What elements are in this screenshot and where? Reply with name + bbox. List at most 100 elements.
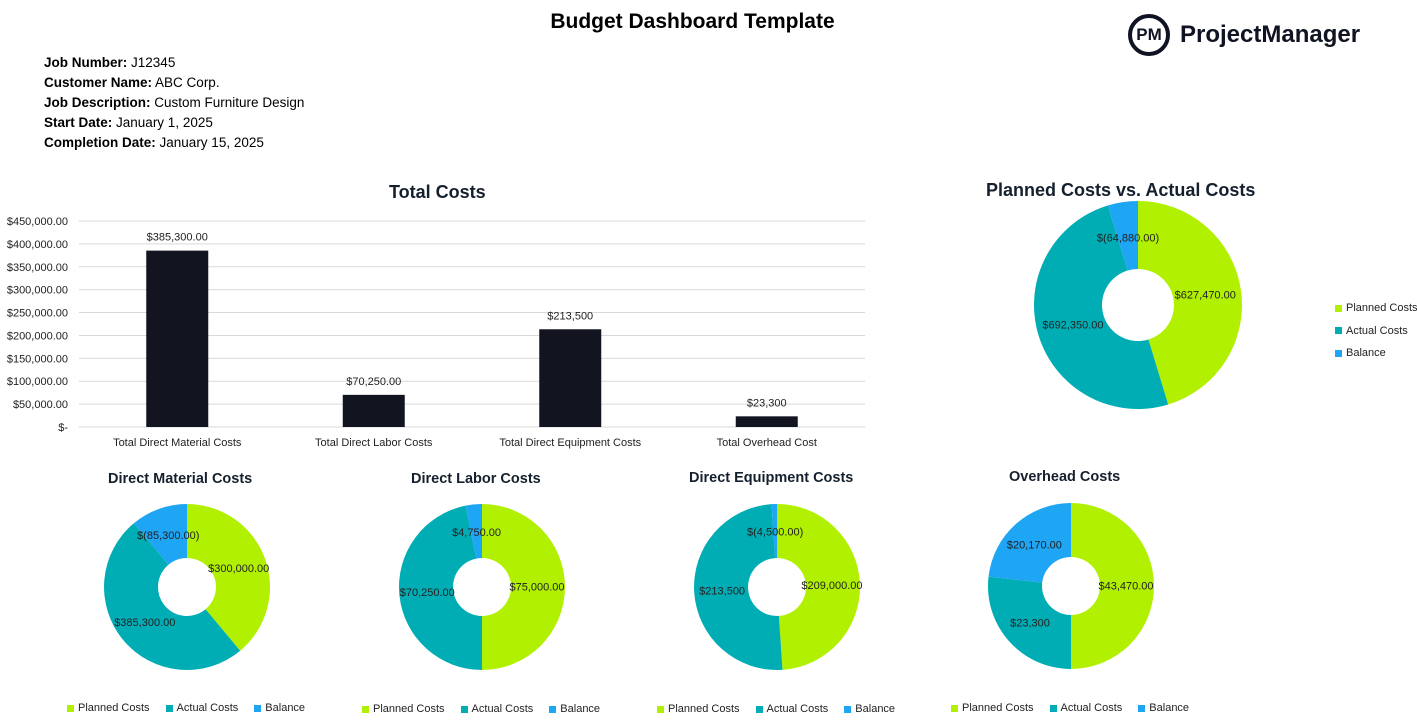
direct-material-chart: $300,000.00 $385,300.00 $(85,300.00)	[104, 504, 270, 670]
planned-vs-actual-title: Planned Costs vs. Actual Costs	[986, 180, 1256, 200]
legend-swatch-actual	[1049, 704, 1057, 712]
slice-value-label: $20,170.00	[1007, 540, 1062, 552]
direct-labor-legend: Planned Costs Actual Costs Balance	[362, 703, 616, 715]
donut-slice-balance	[988, 503, 1071, 583]
legend-swatch-planned	[67, 704, 74, 712]
y-tick-label: $-	[58, 422, 68, 434]
slice-value-label: $23,300	[1010, 617, 1050, 629]
donut-slice-balance	[1107, 201, 1138, 271]
legend-balance: Balance	[254, 702, 305, 714]
donut-slice-planned	[1071, 503, 1154, 669]
legend-swatch-actual	[755, 705, 763, 713]
legend-planned: Planned Costs	[657, 703, 740, 715]
legend-swatch-balance	[1138, 704, 1146, 712]
y-tick-label: $400,000.00	[7, 239, 68, 251]
legend-actual-label: Actual Costs	[471, 703, 534, 715]
job-description-label: Job Description:	[44, 95, 151, 110]
legend-swatch-actual	[1335, 327, 1342, 335]
direct-material-title: Direct Material Costs	[108, 471, 253, 487]
slice-value-label: $70,250.00	[400, 587, 455, 599]
customer-name-row: Customer Name: ABC Corp.	[44, 73, 304, 93]
donut-slice-actual	[1034, 205, 1169, 409]
legend-planned-label: Planned Costs	[373, 703, 445, 715]
donut-slice-actual	[988, 576, 1071, 669]
bar	[735, 416, 798, 427]
job-info: Job Number: J12345 Customer Name: ABC Co…	[44, 53, 304, 153]
donut-slice-planned	[1138, 201, 1242, 405]
slice-value-label: $(85,300.00)	[137, 530, 199, 542]
completion-date-label: Completion Date:	[44, 135, 156, 150]
x-tick-label: Total Direct Labor Costs	[315, 437, 433, 449]
bar	[342, 394, 405, 427]
legend-planned: Planned Costs	[1335, 297, 1417, 320]
total-costs-chart: $- $50,000.00 $100,000.00 $150,000.00 $200,0…	[7, 216, 865, 449]
donut-slice-balance	[465, 504, 482, 559]
start-date-value: January 1, 2025	[116, 115, 213, 130]
overhead-legend: Planned Costs Actual Costs Balance	[951, 702, 1205, 714]
legend-actual: Actual Costs	[755, 703, 829, 715]
slice-value-label: $(64,880.00)	[1097, 232, 1159, 244]
y-tick-label: $250,000.00	[7, 308, 68, 320]
x-tick-label: Total Direct Material Costs	[113, 437, 242, 449]
page-title: Budget Dashboard Template	[550, 10, 835, 33]
legend-swatch-actual	[460, 705, 468, 713]
y-tick-label: $300,000.00	[7, 285, 68, 297]
legend-actual: Actual Costs	[460, 703, 534, 715]
legend-actual-label: Actual Costs	[766, 703, 829, 715]
legend-balance-label: Balance	[1149, 702, 1190, 714]
customer-name-value: ABC Corp.	[155, 75, 220, 90]
start-date-row: Start Date: January 1, 2025	[44, 113, 304, 133]
legend-balance: Balance	[844, 703, 895, 715]
slice-value-label: $43,470.00	[1098, 581, 1153, 593]
legend-planned-label: Planned Costs	[78, 702, 150, 714]
direct-equipment-chart: $209,000.00 $213,500 $(4,500.00)	[694, 504, 863, 670]
legend-swatch-planned	[657, 705, 664, 713]
legend-swatch-balance	[254, 704, 262, 712]
legend-actual-label: Actual Costs	[1060, 702, 1123, 714]
legend-swatch-planned	[1335, 304, 1342, 312]
planned-vs-actual-chart: $627,470.00 $692,350.00 $(64,880.00)	[1034, 201, 1242, 409]
y-tick-label: $100,000.00	[7, 376, 68, 388]
legend-planned: Planned Costs	[951, 702, 1034, 714]
brand-name: ProjectManager	[1180, 21, 1361, 48]
legend-balance-label: Balance	[855, 703, 896, 715]
legend-actual: Actual Costs	[165, 702, 239, 714]
job-description-row: Job Description: Custom Furniture Design	[44, 93, 304, 113]
direct-labor-title: Direct Labor Costs	[411, 471, 541, 487]
planned-vs-actual-legend: Planned Costs Actual Costs Balance	[1335, 297, 1417, 365]
bar	[146, 250, 209, 427]
direct-labor-chart: $75,000.00 $70,250.00 $4,750.00	[398, 504, 565, 670]
legend-planned-label: Planned Costs	[668, 703, 740, 715]
legend-swatch-planned	[951, 704, 958, 712]
legend-actual: Actual Costs	[1049, 702, 1123, 714]
legend-swatch-planned	[362, 705, 369, 713]
legend-balance-label: Balance	[560, 703, 601, 715]
job-number-label: Job Number:	[44, 55, 128, 70]
completion-date-row: Completion Date: January 15, 2025	[44, 133, 304, 153]
legend-balance-label: Balance	[265, 702, 306, 714]
slice-value-label: $385,300.00	[114, 617, 175, 629]
total-costs-title: Total Costs	[389, 182, 486, 202]
legend-actual: Actual Costs	[1335, 320, 1417, 343]
y-tick-label: $150,000.00	[7, 353, 68, 365]
donut-slice-actual	[104, 523, 241, 670]
slice-value-label: $627,470.00	[1175, 290, 1236, 302]
donut-slice-actual	[694, 504, 783, 670]
x-tick-label: Total Direct Equipment Costs	[499, 437, 641, 449]
legend-balance-label: Balance	[1346, 347, 1386, 360]
y-tick-label: $50,000.00	[13, 399, 68, 411]
legend-balance: Balance	[549, 703, 600, 715]
legend-planned: Planned Costs	[362, 703, 445, 715]
legend-actual-label: Actual Costs	[176, 702, 239, 714]
legend-balance: Balance	[1138, 702, 1189, 714]
bar-value-label: $385,300.00	[147, 232, 208, 244]
y-tick-label: $350,000.00	[7, 262, 68, 274]
direct-material-legend: Planned Costs Actual Costs Balance	[67, 702, 321, 714]
bar-value-label: $70,250.00	[346, 376, 401, 388]
donut-slice-planned	[482, 504, 565, 670]
donut-slice-balance	[133, 504, 187, 565]
brand-logo: PM ProjectManager	[1128, 14, 1360, 56]
y-tick-label: $200,000.00	[7, 330, 68, 342]
legend-planned: Planned Costs	[67, 702, 150, 714]
job-number-row: Job Number: J12345	[44, 53, 304, 73]
